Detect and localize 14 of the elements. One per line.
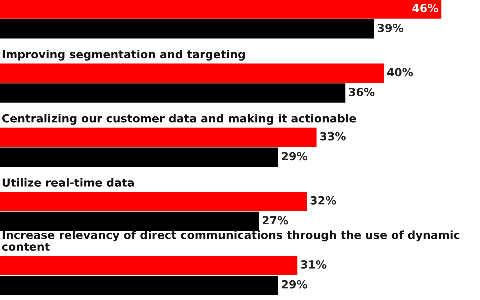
data-label: 27% xyxy=(262,216,288,225)
data-label: 36% xyxy=(349,88,375,96)
data-label: 46% xyxy=(412,4,438,13)
data-label: 40% xyxy=(387,68,414,77)
data-label: 29% xyxy=(282,152,308,161)
y-tick-label: Improving segmentation and targeting xyxy=(2,50,246,61)
data-label: 31% xyxy=(301,260,327,269)
data-label: 29% xyxy=(282,280,308,289)
y-tick-label: Increase relevancy of direct communications through the use of dynamic content xyxy=(2,230,460,252)
data-label: 39% xyxy=(378,24,404,32)
data-label: 32% xyxy=(310,196,336,205)
y-tick-label: Centralizing our customer data and making it actionable xyxy=(2,114,356,125)
y-tick-label: Utilize real-time data xyxy=(2,178,134,187)
data-label: 33% xyxy=(320,132,346,141)
